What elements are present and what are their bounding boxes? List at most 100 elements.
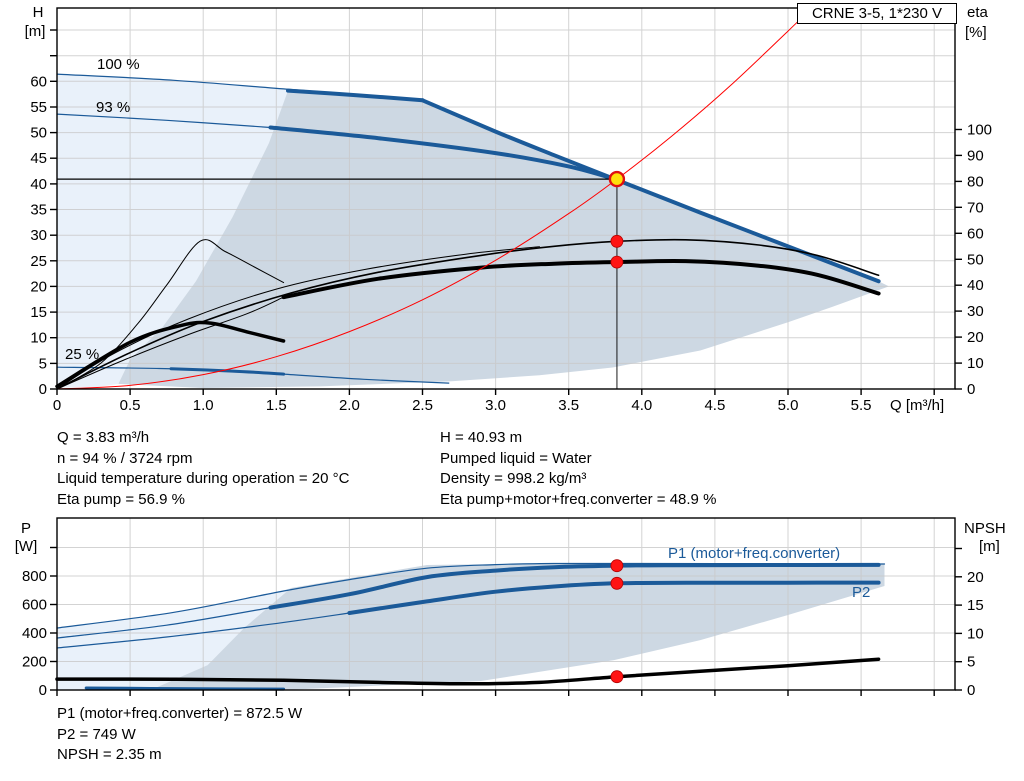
svg-text:0: 0 xyxy=(967,682,975,699)
svg-text:0: 0 xyxy=(53,397,61,414)
info-line: Liquid temperature during operation = 20… xyxy=(57,470,350,488)
svg-text:15: 15 xyxy=(967,597,984,614)
region-speed-range-light xyxy=(57,74,423,388)
gridlines xyxy=(57,518,955,690)
duty-info-right: H = 40.93 m Pumped liquid = Water Densit… xyxy=(440,428,716,511)
series-p2-thin xyxy=(56,612,350,649)
axis-text-labels: H [m] eta [%] Q [m³/h] P [W] NPSH [m] 10… xyxy=(15,4,1006,601)
info-line: P1 (motor+freq.converter) = 872.5 W xyxy=(57,705,303,722)
svg-text:30: 30 xyxy=(967,303,984,320)
svg-text:30: 30 xyxy=(30,227,47,244)
svg-text:70: 70 xyxy=(967,199,984,216)
eta-pump-dot xyxy=(610,234,624,248)
tick-marks xyxy=(50,546,962,696)
plot-border xyxy=(56,7,956,390)
speed-25-label: 25 % xyxy=(65,346,99,363)
svg-text:5: 5 xyxy=(39,355,47,372)
svg-text:20: 20 xyxy=(967,569,984,586)
h-axis-unit: [m] xyxy=(25,23,46,40)
svg-text:1.5: 1.5 xyxy=(266,397,287,414)
info-line: P2 = 749 W xyxy=(57,725,136,743)
info-line: Eta pump+motor+freq.converter = 48.9 % xyxy=(440,491,717,509)
series-npsh-curve xyxy=(55,657,881,686)
p-axis-unit: [W] xyxy=(15,538,38,555)
series-p1-thick xyxy=(268,562,881,610)
svg-text:600: 600 xyxy=(22,597,47,614)
svg-text:50: 50 xyxy=(30,125,47,142)
svg-text:0.5: 0.5 xyxy=(120,397,141,414)
speed-100-label: 100 % xyxy=(97,56,140,73)
series-curve-25pct-thick xyxy=(169,367,286,376)
eta-axis-unit: [%] xyxy=(965,24,987,41)
tick-marks xyxy=(50,29,962,395)
svg-text:4.0: 4.0 xyxy=(631,397,652,414)
svg-text:35: 35 xyxy=(30,202,47,219)
svg-text:20: 20 xyxy=(967,329,984,346)
p1-dot xyxy=(610,559,624,573)
series-eta-total-thin xyxy=(56,296,285,390)
svg-text:60: 60 xyxy=(30,73,47,90)
info-line: Pumped liquid = Water xyxy=(440,449,592,467)
info-line: n = 94 % / 3724 rpm xyxy=(57,449,193,467)
svg-text:25: 25 xyxy=(30,253,47,270)
eta-axis-label: eta xyxy=(967,4,989,21)
svg-text:5.5: 5.5 xyxy=(851,397,872,414)
eta-total-dot xyxy=(610,255,624,269)
svg-text:400: 400 xyxy=(22,625,47,642)
svg-text:10: 10 xyxy=(967,355,984,372)
svg-text:10: 10 xyxy=(967,625,984,642)
bottom-chart-power-npsh: 0 200 400 600 800 0 5 10 15 20 xyxy=(22,517,984,699)
series-p-25pct-stub xyxy=(84,686,286,691)
info-line: H = 40.93 m xyxy=(440,429,523,446)
svg-text:10: 10 xyxy=(30,330,47,347)
svg-text:3.0: 3.0 xyxy=(485,397,506,414)
svg-text:40: 40 xyxy=(30,176,47,193)
svg-text:90: 90 xyxy=(967,147,984,164)
svg-text:100: 100 xyxy=(967,122,992,139)
svg-text:15: 15 xyxy=(30,304,47,321)
series-curve-max-thick-a xyxy=(286,88,425,103)
region-power-range-light xyxy=(57,588,291,690)
svg-text:0: 0 xyxy=(967,381,975,398)
q-axis-label: Q [m³/h] xyxy=(890,397,944,414)
series-control-curve-red xyxy=(56,6,814,390)
svg-text:3.5: 3.5 xyxy=(558,397,579,414)
svg-text:45: 45 xyxy=(30,150,47,167)
svg-text:20: 20 xyxy=(30,278,47,295)
region-operating-envelope-dark xyxy=(118,90,889,388)
series-curve-93pct-thick xyxy=(268,125,616,181)
p-axis-label: P xyxy=(21,520,31,537)
npsh-axis-unit: [m] xyxy=(979,538,1000,555)
tick-labels: 0 200 400 600 800 0 5 10 15 20 xyxy=(22,568,984,699)
svg-text:1.0: 1.0 xyxy=(193,397,214,414)
npsh-dot xyxy=(610,670,624,684)
svg-text:5.0: 5.0 xyxy=(778,397,799,414)
top-chart-qh: 0 0.5 1.0 1.5 2.0 2.5 3.0 3.5 4.0 4.5 5.0 5.5 0 5 10 15… xyxy=(30,6,992,414)
svg-text:0: 0 xyxy=(39,381,47,398)
svg-text:4.5: 4.5 xyxy=(704,397,725,414)
operating-point[interactable] xyxy=(608,170,626,188)
pump-title-box: CRNE 3-5, 1*230 V xyxy=(797,3,957,24)
series-eta-fan-upper xyxy=(56,246,540,390)
info-line: Eta pump = 56.9 % xyxy=(57,491,185,509)
svg-text:50: 50 xyxy=(967,251,984,268)
info-line: Density = 998.2 kg/m³ xyxy=(440,470,587,488)
info-line: NPSH = 2.35 m xyxy=(57,746,162,764)
series-eta-short-thick-25pct xyxy=(55,320,286,389)
power-info: P1 (motor+freq.converter) = 872.5 W P2 =… xyxy=(57,704,302,766)
info-line: Q = 3.83 m³/h xyxy=(57,429,150,446)
svg-text:60: 60 xyxy=(967,225,984,242)
series-eta-pump-curve xyxy=(56,238,880,390)
svg-text:200: 200 xyxy=(22,654,47,671)
svg-text:55: 55 xyxy=(30,99,47,116)
p1-curve-label: P1 (motor+freq.converter) xyxy=(668,545,840,562)
series-p2-thick xyxy=(347,580,881,615)
gridlines xyxy=(57,8,955,389)
tick-labels: 0 0.5 1.0 1.5 2.0 2.5 3.0 3.5 4.0 4.5 5.0 5.5 0 5 10 15… xyxy=(30,73,992,414)
svg-text:800: 800 xyxy=(22,568,47,585)
svg-text:0: 0 xyxy=(39,682,47,699)
npsh-axis-label: NPSH xyxy=(964,520,1006,537)
duty-info-left: Q = 3.83 m³/h n = 94 % / 3724 rpm Liquid… xyxy=(57,428,349,511)
svg-text:80: 80 xyxy=(967,173,984,190)
